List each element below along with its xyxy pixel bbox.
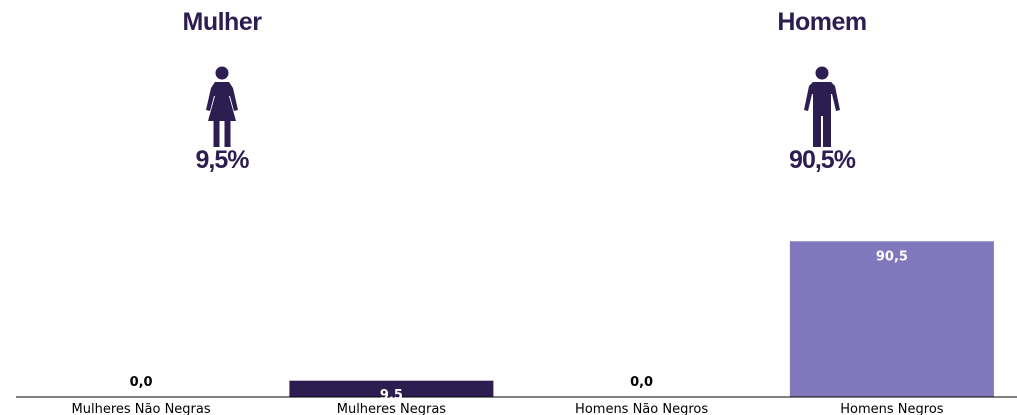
value-label-mulheres-negras: 9,5 [380,388,403,403]
bars-group [289,241,994,397]
tick-label-homens-negros: Homens Negros [840,402,944,415]
tick-label-mulheres-nao-negras: Mulheres Não Negras [72,402,211,415]
bar-homens-negros [789,241,994,397]
value-label-mulheres-nao-negras: 0,0 [130,375,153,390]
bar-mulheres-negras [289,380,494,397]
tick-label-homens-nao-negros: Homens Não Negros [575,402,708,415]
value-label-homens-nao-negros: 0,0 [630,375,653,390]
female-person-icon [202,66,242,148]
male-percent: 90,5% [789,146,856,174]
male-person-icon [802,66,842,148]
value-label-homens-negros: 90,5 [876,249,908,264]
tick-label-mulheres-negras: Mulheres Negras [337,402,447,415]
male-title: Homem [777,8,867,36]
female-percent: 9,5% [195,146,250,174]
female-title: Mulher [182,8,262,36]
